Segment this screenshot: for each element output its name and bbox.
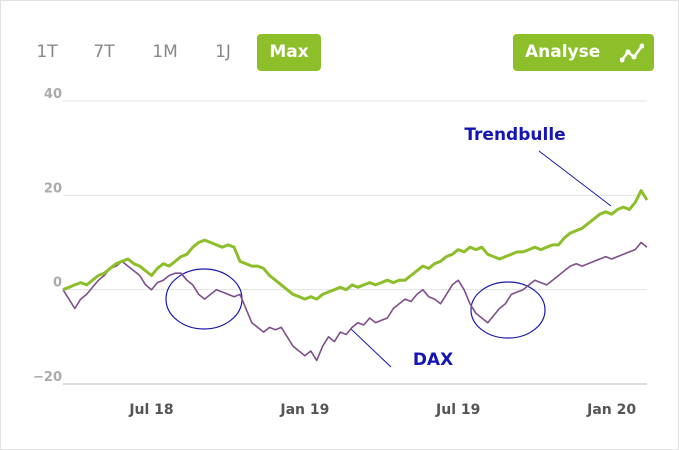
- x-tick-label: Jul 19: [435, 402, 480, 418]
- range-button[interactable]: Max: [257, 34, 321, 71]
- analyse-label: Analyse: [525, 42, 601, 62]
- annotation: DAX: [413, 350, 453, 370]
- analyse-button[interactable]: Analyse: [513, 34, 654, 71]
- annotation-pointer: [350, 328, 392, 368]
- annotation: Trendbulle: [464, 125, 565, 145]
- range-button[interactable]: 7T: [93, 42, 115, 62]
- series-line: [62, 241, 648, 362]
- y-tick-label: 40: [44, 87, 62, 102]
- range-button[interactable]: 1J: [215, 42, 231, 62]
- x-tick-label: Jan 19: [279, 402, 329, 418]
- y-tick-label: 20: [44, 181, 62, 196]
- analyse-icon: [620, 43, 644, 63]
- range-button[interactable]: 1T: [36, 42, 58, 62]
- highlight-ellipse: [470, 281, 546, 339]
- x-tick-label: Jul 18: [128, 402, 173, 418]
- y-tick-label: −20: [33, 370, 62, 385]
- y-tick-label: 0: [53, 276, 62, 291]
- annotation-pointer: [538, 150, 612, 207]
- x-tick-label: Jan 20: [586, 402, 636, 418]
- series-line: [62, 189, 649, 301]
- range-button[interactable]: 1M: [152, 42, 178, 62]
